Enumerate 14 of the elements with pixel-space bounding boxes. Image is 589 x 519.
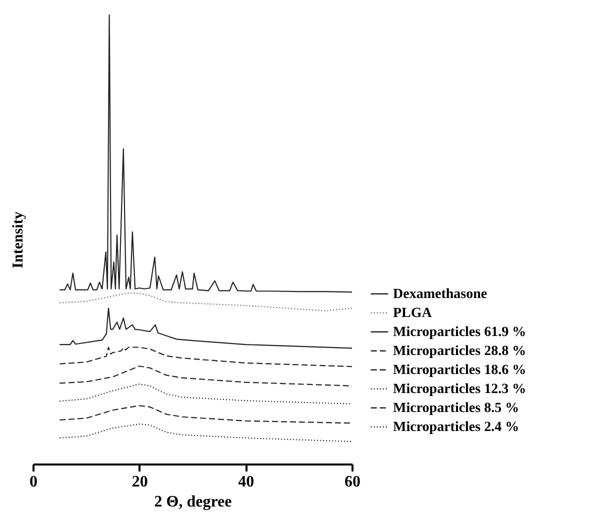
x-tick-label: 20 <box>132 474 148 490</box>
x-tick-label: 0 <box>30 474 38 490</box>
legend-label: Microparticles 18.6 % <box>393 362 526 378</box>
x-axis-title: 2 Θ, degree <box>154 494 232 510</box>
legend-label: PLGA <box>393 306 433 321</box>
legend-label: Microparticles 8.5 % <box>393 400 520 416</box>
legend-label: Microparticles 28.8 % <box>393 344 526 359</box>
legend-label: Dexamethasone <box>393 286 488 302</box>
legend-label: Microparticles 2.4 % <box>393 420 520 435</box>
legend-label: Microparticles 61.9 % <box>393 324 526 340</box>
x-tick-label: 60 <box>344 474 360 490</box>
x-tick-label: 40 <box>238 474 254 490</box>
legend-label: Microparticles 12.3 % <box>393 382 526 397</box>
y-axis-title: Intensity <box>10 211 26 268</box>
